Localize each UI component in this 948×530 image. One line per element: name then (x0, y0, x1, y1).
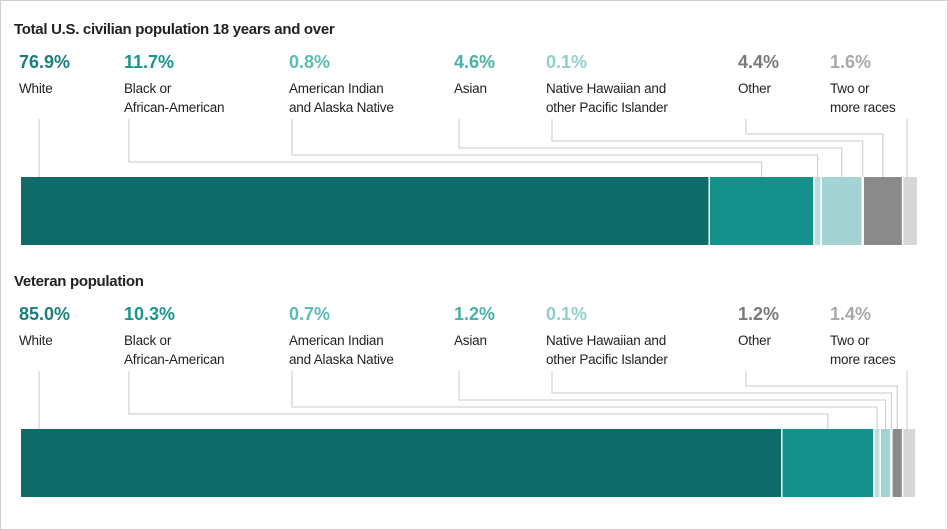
category-label: Black or African-American (124, 81, 225, 115)
value-label: 76.9% (19, 52, 71, 72)
value-label: 0.8% (289, 52, 331, 72)
value-label: 4.4% (738, 52, 780, 72)
category-label: Asian (454, 333, 487, 348)
value-label: 1.4% (830, 304, 872, 324)
leader-line (291, 371, 878, 429)
bar-segment (781, 429, 874, 497)
bar-segment (902, 429, 916, 497)
category-label: Native Hawaiian and other Pacific Island… (546, 81, 668, 115)
bar-segment (902, 177, 917, 245)
value-label: 11.7% (124, 52, 175, 72)
leader-line (551, 119, 864, 177)
value-label: 0.1% (546, 304, 588, 324)
value-label: 1.6% (830, 52, 872, 72)
category-label: Other (738, 333, 771, 348)
value-label: 0.7% (289, 304, 331, 324)
leader-line (128, 119, 763, 177)
leader-line (291, 119, 819, 177)
bar-segment (880, 429, 891, 497)
value-label: 4.6% (454, 52, 496, 72)
chart-title: Total U.S. civilian population 18 years … (14, 21, 335, 38)
leader-line (745, 371, 898, 429)
leader-line (551, 371, 892, 429)
value-label: 10.3% (124, 304, 176, 324)
category-label: Two or more races (830, 333, 896, 367)
category-label: Other (738, 81, 771, 96)
bar-segment (863, 177, 903, 245)
bar-segment (21, 429, 782, 497)
category-label: White (19, 81, 53, 96)
category-label: American Indian and Alaska Native (289, 81, 394, 115)
value-label: 85.0% (19, 304, 71, 324)
leader-line (128, 371, 829, 429)
bar-segment (813, 177, 822, 245)
bar-segment (821, 177, 863, 245)
value-label: 1.2% (738, 304, 780, 324)
bar-segment (709, 177, 814, 245)
bar-segment (891, 429, 903, 497)
category-label: American Indian and Alaska Native (289, 333, 394, 367)
leader-line (458, 371, 887, 429)
bar-segment (21, 177, 710, 245)
value-label: 1.2% (454, 304, 496, 324)
category-label: Black or African-American (124, 333, 225, 367)
bar-segment (873, 429, 881, 497)
category-label: White (19, 333, 53, 348)
category-label: Native Hawaiian and other Pacific Island… (546, 333, 668, 367)
category-label: Asian (454, 81, 487, 96)
leader-line (458, 119, 843, 177)
value-label: 0.1% (546, 52, 588, 72)
category-label: Two or more races (830, 81, 896, 115)
chart-title: Veteran population (14, 273, 144, 290)
leader-line (745, 119, 884, 177)
